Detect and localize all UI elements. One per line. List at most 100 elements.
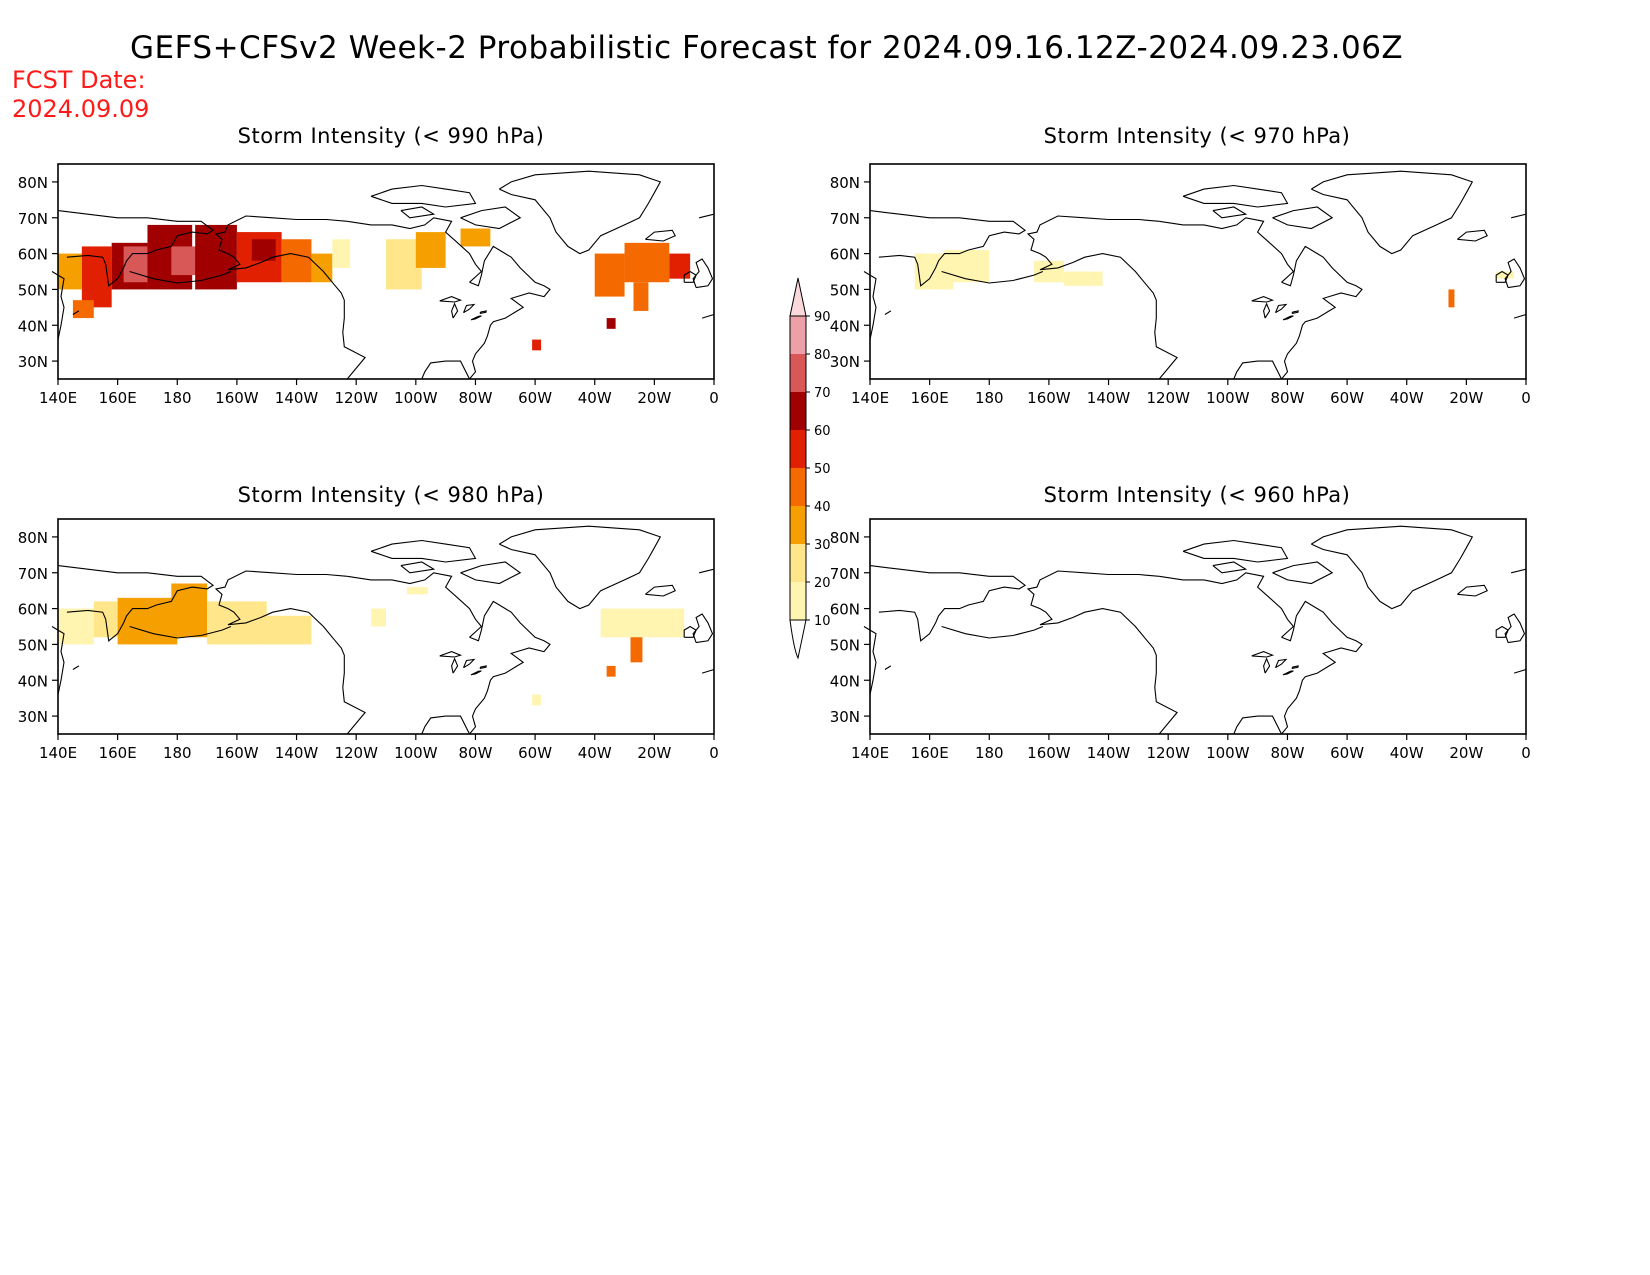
probability-cell	[460, 228, 491, 247]
lon-tick-label: 180	[163, 744, 192, 762]
coastline	[645, 229, 676, 242]
probability-cell	[406, 587, 428, 595]
coastline	[1291, 665, 1299, 669]
coastline	[1282, 670, 1294, 676]
probability-cell	[594, 253, 625, 297]
coastline	[214, 215, 366, 380]
coastline	[451, 657, 459, 674]
colorbar: 10 20 30 40 50 60 70 80 90	[789, 277, 831, 660]
forecast-date: FCST Date: 2024.09.09	[12, 66, 149, 124]
colorbar-tick-label: 10	[814, 614, 831, 629]
coastline	[1212, 206, 1248, 219]
coastline	[499, 170, 662, 255]
forecast-date-value: 2024.09.09	[12, 95, 150, 123]
map-frame	[57, 518, 715, 735]
coastline	[1495, 625, 1509, 638]
coastline	[460, 561, 522, 585]
coastline	[499, 525, 662, 610]
forecast-date-label: FCST Date:	[12, 66, 146, 94]
coastline	[57, 210, 215, 287]
map-panel-990: 80N 70N 60N 50N 40N 30N 140E 160E 180 160W 140W 120…	[18, 163, 719, 407]
coastline	[470, 670, 482, 676]
coastline	[683, 270, 697, 283]
lat-tick-label: 80N	[830, 529, 860, 547]
lat-tick-label: 30N	[830, 708, 860, 726]
lat-tick-label: 70N	[18, 565, 48, 583]
coastline	[439, 651, 463, 658]
lon-tick-label: 120W	[334, 744, 378, 762]
coastline	[370, 539, 477, 563]
coastline	[400, 561, 436, 574]
lon-tick-label: 40W	[1390, 744, 1424, 762]
coastline	[1513, 668, 1527, 674]
lon-tick-label: 20W	[637, 389, 671, 407]
lat-tick-label: 60N	[18, 246, 48, 264]
map-frame	[869, 163, 1527, 380]
probability-cell	[669, 253, 691, 279]
probability-cell	[332, 239, 351, 268]
probability-cell	[532, 339, 542, 351]
coastline	[421, 360, 470, 380]
coastline	[701, 313, 715, 319]
lat-tick-label: 30N	[18, 708, 48, 726]
colorbar-tick-label: 60	[814, 424, 831, 439]
coastline	[1212, 561, 1248, 574]
colorbar-tick-label: 90	[814, 310, 831, 325]
coastline	[1263, 302, 1271, 319]
lat-tick-label: 80N	[830, 174, 860, 192]
probability-cell	[195, 224, 237, 290]
coastline	[129, 625, 232, 639]
lon-tick-label: 160W	[215, 744, 259, 762]
lon-tick-label: 160E	[99, 389, 137, 407]
coastline	[1274, 658, 1288, 669]
coastline	[1510, 568, 1527, 574]
lon-tick-label: 80W	[1270, 744, 1304, 762]
coastline	[1026, 570, 1178, 735]
coastline	[1272, 206, 1334, 230]
coastline	[1272, 561, 1334, 585]
probability-cell	[606, 318, 616, 329]
lat-tick-label: 70N	[830, 565, 860, 583]
coastlines	[863, 170, 1527, 380]
map-panel-960: 80N 70N 60N 50N 40N 30N 140E 160E 180 160W 140W 120…	[830, 518, 1531, 762]
coastline	[1182, 539, 1289, 563]
coastline	[869, 210, 1027, 287]
coastline	[400, 206, 436, 219]
coastline	[1281, 245, 1363, 380]
map-frame	[869, 518, 1527, 735]
probability-cell	[251, 239, 276, 261]
lon-tick-label: 20W	[1449, 389, 1483, 407]
lon-tick-label: 40W	[578, 744, 612, 762]
lat-tick-label: 50N	[830, 281, 860, 299]
map-panel-980: 80N 70N 60N 50N 40N 30N 140E 160E 180 160W 140W 120…	[18, 518, 719, 762]
coastline	[347, 217, 483, 283]
probability-cell	[624, 242, 670, 283]
lon-tick-label: 40W	[578, 389, 612, 407]
colorbar-band	[790, 544, 806, 582]
coastline	[692, 258, 714, 289]
probability-cell	[415, 232, 446, 268]
lon-tick-label: 160W	[1027, 744, 1071, 762]
coastline	[469, 245, 551, 380]
lon-tick-label: 80W	[458, 744, 492, 762]
coastline	[462, 303, 476, 314]
coastline	[1513, 313, 1527, 319]
coastline	[1281, 600, 1363, 735]
panel-title-960: Storm Intensity (< 960 hPa)	[1043, 483, 1351, 507]
coastline	[129, 270, 232, 284]
colorbar-tick-label: 70	[814, 386, 831, 401]
coastline	[1291, 310, 1299, 314]
coastline	[57, 565, 215, 642]
lon-tick-label: 100W	[1206, 389, 1250, 407]
lon-tick-label: 80W	[1270, 389, 1304, 407]
probability-cell	[1034, 260, 1064, 283]
coastline	[884, 665, 892, 670]
lat-tick-label: 50N	[18, 281, 48, 299]
lon-tick-label: 180	[975, 389, 1004, 407]
colorbar-band	[790, 354, 806, 392]
heatmap-layer	[58, 583, 685, 706]
probability-cell	[1496, 271, 1515, 279]
colorbar-top-arrow	[789, 277, 807, 317]
panel-title-980: Storm Intensity (< 980 hPa)	[237, 483, 545, 507]
panel-title-990: Storm Intensity (< 990 hPa)	[237, 124, 545, 148]
